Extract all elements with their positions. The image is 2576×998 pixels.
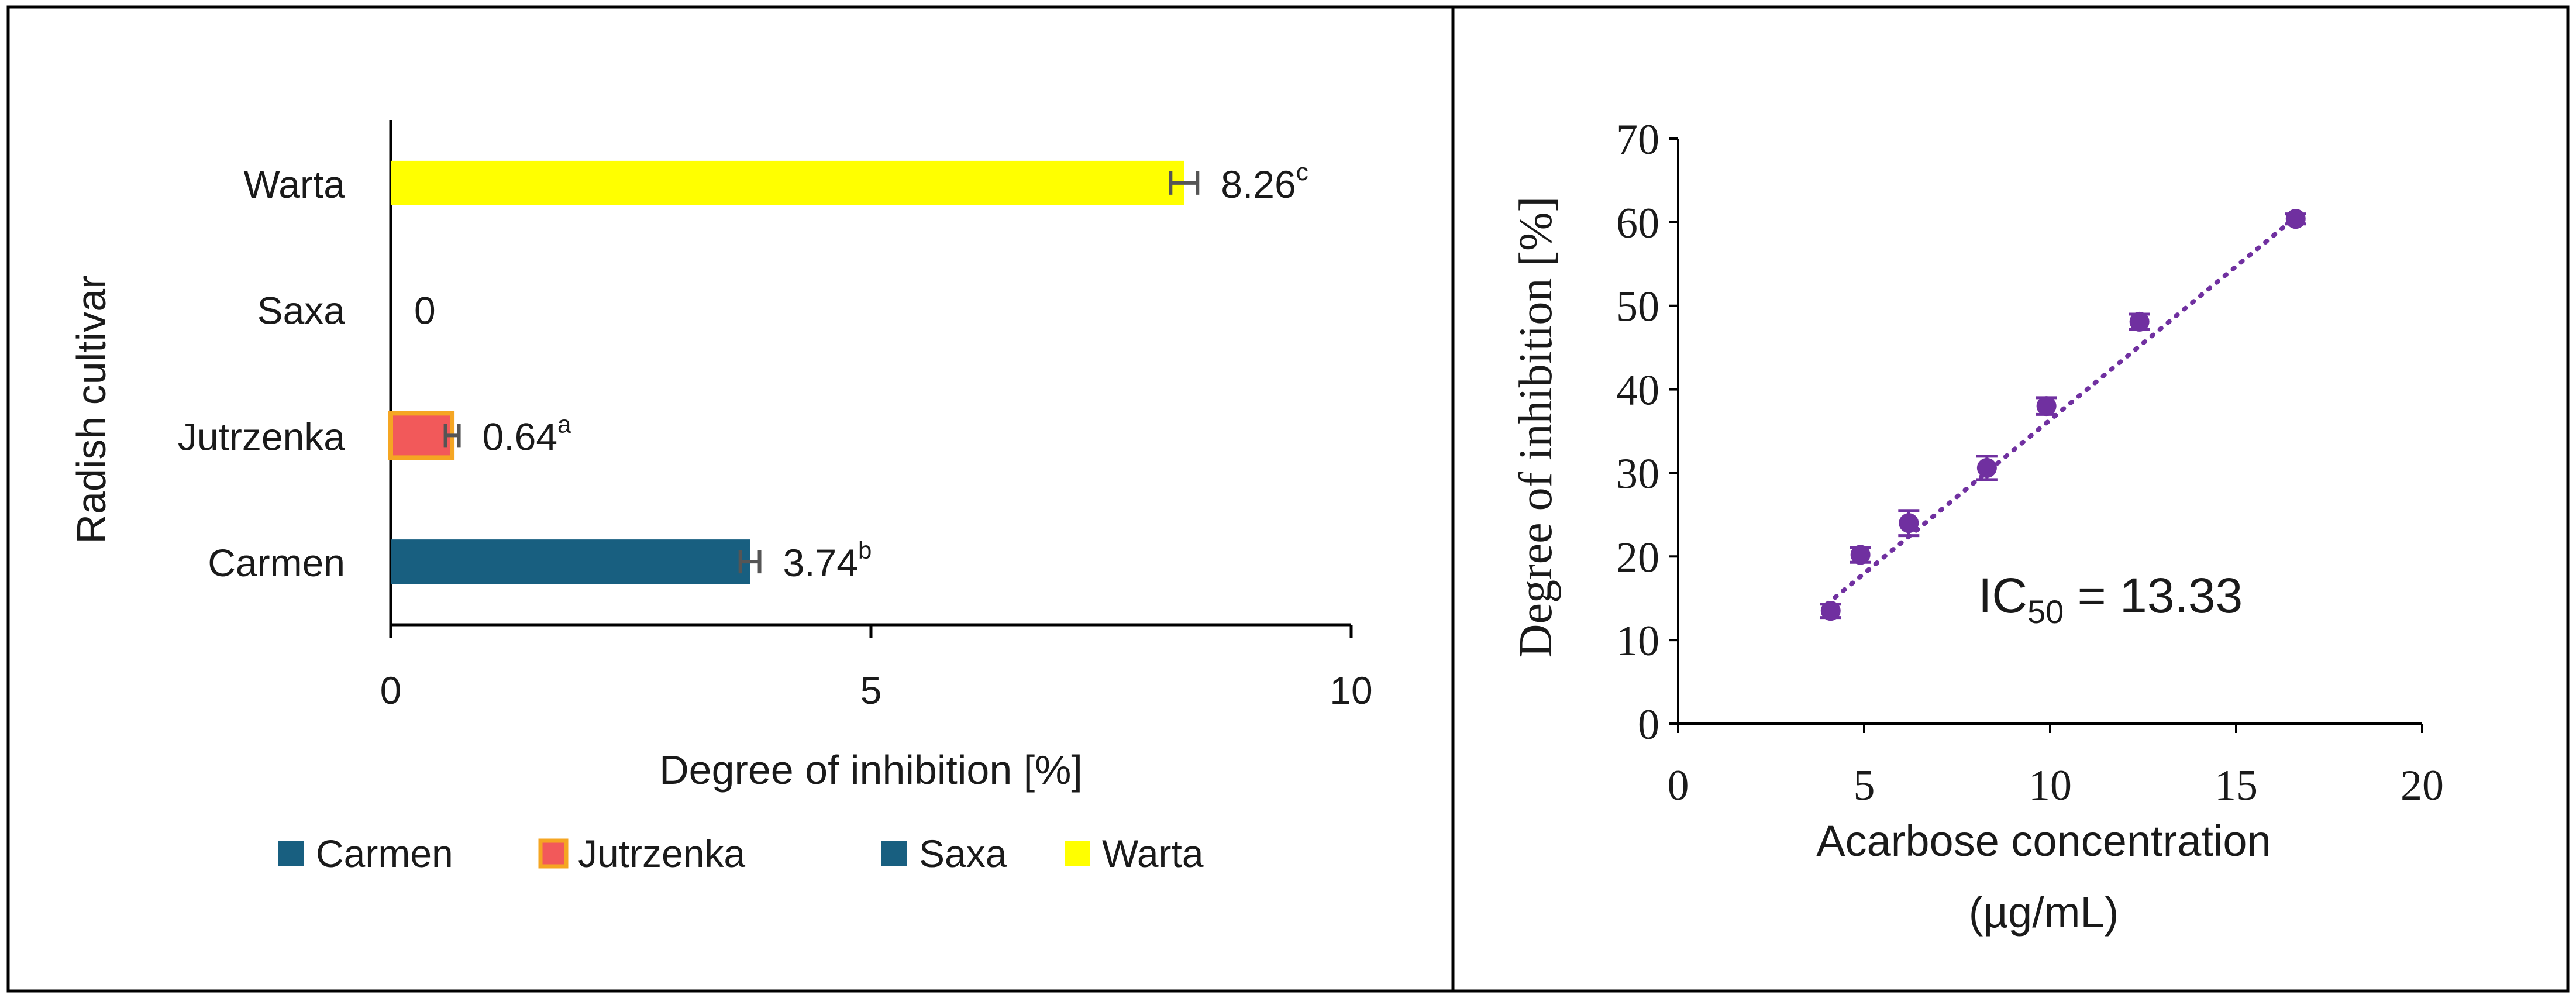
scatter-trendline [1824, 215, 2298, 607]
legend-label-carmen: Carmen [316, 832, 453, 875]
scatter-y-tick-label: 30 [1616, 450, 1659, 498]
bar-x-axis-label: Degree of inhibition [%] [659, 747, 1083, 793]
bar-x-tick-label: 10 [1330, 669, 1372, 712]
scatter-y-tick-label: 20 [1616, 534, 1659, 581]
scatter-point [2129, 311, 2150, 332]
bar-category-label: Warta [243, 163, 345, 206]
bar-data-label-superscript: a [557, 410, 571, 438]
scatter-x-ticks: 0 5 10 15 20 [1668, 724, 2444, 810]
scatter-y-tick-label: 50 [1616, 283, 1659, 331]
scatter-y-tick-label: 60 [1616, 199, 1659, 247]
legend-swatch-carmen [278, 841, 304, 866]
bar-x-tick-label: 5 [860, 669, 882, 712]
bar-x-tick-label: 0 [380, 669, 402, 712]
scatter-point [2285, 209, 2306, 229]
scatter-y-tick-label: 70 [1616, 116, 1659, 164]
scatter-x-axis-label: Acarbose concentration [1816, 817, 2271, 865]
bar-category-label: Carmen [208, 541, 345, 584]
scatter-x-tick-label: 5 [1854, 762, 1875, 810]
scatter-point [1820, 601, 1841, 621]
bar-y-axis-label: Radish cultivar [68, 275, 114, 543]
scatter-point [2036, 396, 2057, 417]
bar-category-label: Jutrzenka [178, 415, 345, 458]
bar-warta [391, 160, 1184, 205]
bar-data-label-jutrzenka: 0.64a [483, 410, 571, 458]
scatter-chart: 0 10 20 30 40 50 60 70 0 5 10 15 20 Degree of inhib… [1510, 116, 2444, 937]
bar-data-label-saxa: 0 [414, 289, 436, 332]
scatter-x-tick-label: 15 [2215, 762, 2258, 810]
bar-marks: Carmen 3.74b Jutrzenka 0.64a Saxa 0 Warta 8.26c [178, 158, 1308, 584]
bar-error-jutrzenka [443, 424, 461, 448]
scatter-y-ticks: 0 10 20 30 40 50 60 70 [1616, 116, 1678, 749]
bar-chart: Carmen 3.74b Jutrzenka 0.64a Saxa 0 Warta 8.26c… [68, 120, 1373, 875]
legend-swatch-warta [1065, 841, 1090, 866]
scatter-point [1976, 457, 1997, 478]
scatter-x-tick-label: 20 [2401, 762, 2444, 810]
bar-data-label-carmen: 3.74b [783, 536, 872, 584]
legend-label-saxa: Saxa [919, 832, 1007, 875]
bar-data-label-warta: 8.26c [1221, 158, 1308, 206]
scatter-x-tick-label: 10 [2029, 762, 2072, 810]
bar-jutrzenka [388, 411, 455, 460]
scatter-point [1899, 513, 1919, 534]
legend-label-jutrzenka: Jutrzenka [578, 832, 745, 875]
scatter-y-tick-label: 10 [1616, 617, 1659, 665]
scatter-x-tick-label: 0 [1668, 762, 1689, 810]
bar-data-label-superscript: b [858, 536, 872, 564]
scatter-y-axis-label: Degree of inhibition [%] [1510, 197, 1562, 658]
bar-error-warta [1169, 171, 1200, 195]
legend-swatch-jutrzenka [538, 838, 569, 869]
ic50-value: = 13.33 [2064, 568, 2243, 623]
bar-x-ticks: 0 5 10 [380, 625, 1373, 712]
legend-label-warta: Warta [1102, 832, 1204, 875]
scatter-y-tick-label: 40 [1616, 367, 1659, 415]
legend-swatch-saxa [881, 841, 907, 866]
figure-frame [6, 5, 2570, 993]
scatter-points [1820, 209, 2306, 621]
bar-error-carmen [738, 550, 762, 574]
scatter-y-tick-label: 0 [1638, 701, 1659, 749]
ic50-prefix: IC [1978, 568, 2027, 623]
bar-carmen [391, 539, 750, 584]
bar-data-label-superscript: c [1296, 158, 1308, 185]
scatter-point [1850, 545, 1871, 565]
scatter-x-axis-label-unit: (µg/mL) [1969, 888, 2119, 937]
ic50-subscript: 50 [2027, 593, 2064, 630]
bar-category-label: Saxa [257, 289, 346, 332]
bar-legend: Carmen Jutrzenka Saxa Warta [278, 832, 1204, 875]
ic50-annotation: IC50 = 13.33 [1978, 568, 2243, 630]
